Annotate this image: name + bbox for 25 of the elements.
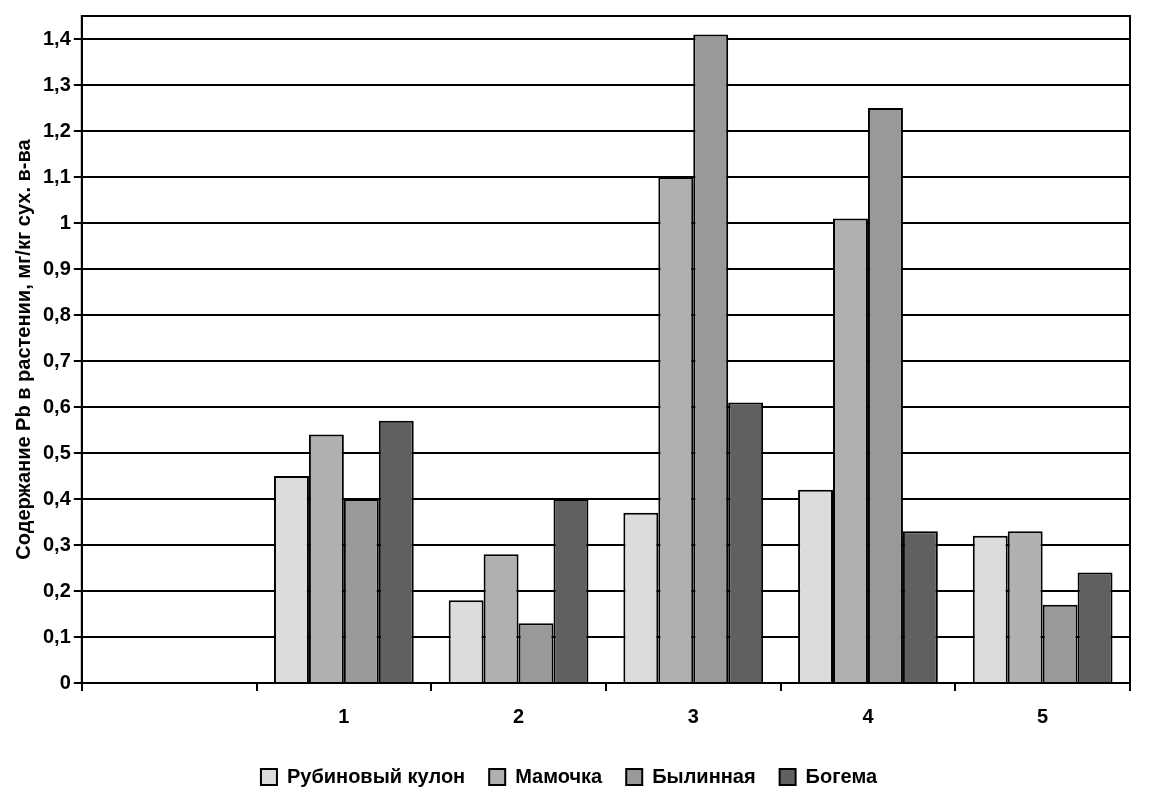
y-tick-label: 0,5 bbox=[42, 440, 71, 463]
y-tick-label: 0,8 bbox=[42, 302, 71, 325]
y-tick-label: 0,9 bbox=[42, 256, 71, 279]
legend-label: Былинная bbox=[652, 764, 756, 787]
y-tick-label: 0,7 bbox=[42, 348, 71, 371]
y-axis-title: Содержание Pb в растении, мг/кг сух. в-ва bbox=[11, 138, 34, 560]
x-tick-label: 2 bbox=[512, 704, 525, 727]
y-tick-label: 1 bbox=[59, 210, 71, 233]
y-tick-label: 0,6 bbox=[42, 394, 71, 417]
legend-label: Богема bbox=[805, 764, 878, 787]
y-tick-label: 1,2 bbox=[42, 118, 71, 141]
y-tick-label: 0,4 bbox=[42, 486, 72, 509]
legend-label: Рубиновый кулон bbox=[286, 764, 466, 787]
y-tick-label: 0,3 bbox=[42, 532, 71, 555]
y-tick-label: 0,1 bbox=[42, 624, 71, 647]
y-tick-label: 0 bbox=[59, 670, 71, 693]
y-tick-label: 0,2 bbox=[42, 578, 71, 601]
y-tick-label: 1,4 bbox=[42, 26, 72, 49]
x-tick-label: 4 bbox=[862, 704, 875, 727]
y-tick-label: 1,3 bbox=[42, 72, 71, 95]
x-tick-label: 5 bbox=[1037, 704, 1049, 727]
x-tick-label: 1 bbox=[338, 704, 350, 727]
y-tick-label: 1,1 bbox=[42, 164, 71, 187]
x-tick-label: 3 bbox=[687, 704, 699, 727]
legend-label: Мамочка bbox=[515, 764, 604, 787]
